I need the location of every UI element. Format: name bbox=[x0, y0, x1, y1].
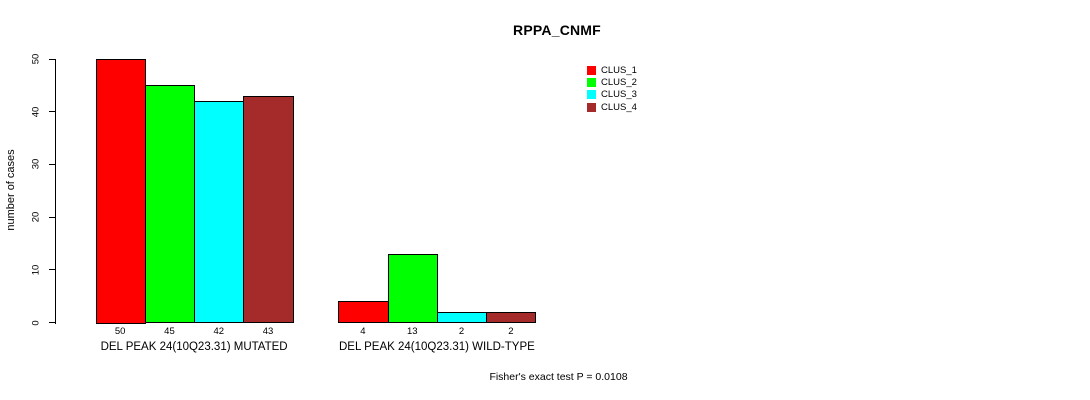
chart-title: RPPA_CNMF bbox=[513, 22, 601, 38]
bar-clus_4-group2 bbox=[486, 311, 537, 324]
bar-value-label: 4 bbox=[360, 326, 366, 337]
y-axis-tick bbox=[49, 111, 56, 113]
y-tick-label: 50 bbox=[30, 53, 42, 65]
y-axis-tick bbox=[49, 163, 56, 165]
bar-value-label: 42 bbox=[213, 326, 225, 337]
y-tick-label: 10 bbox=[30, 264, 42, 276]
bar-value-label: 50 bbox=[114, 326, 126, 337]
legend-swatch-clus_1 bbox=[587, 65, 596, 75]
legend: CLUS_1 CLUS_2 CLUS_3 CLUS_4 bbox=[587, 64, 637, 114]
legend-label: CLUS_2 bbox=[601, 77, 637, 89]
y-axis-tick bbox=[49, 216, 56, 218]
legend-label: CLUS_3 bbox=[601, 89, 637, 101]
bar-value-label: 13 bbox=[406, 326, 418, 337]
fisher-test-annotation: Fisher's exact test P = 0.0108 bbox=[489, 371, 628, 383]
legend-swatch-clus_4 bbox=[587, 102, 596, 112]
bar-clus_3-group2 bbox=[436, 311, 488, 324]
legend-item: CLUS_3 bbox=[587, 89, 637, 101]
y-tick-label: 20 bbox=[30, 211, 42, 223]
bar-clus_4-group1 bbox=[243, 95, 294, 324]
y-tick-label: 40 bbox=[30, 106, 42, 117]
bar-clus_2-group1 bbox=[144, 85, 196, 324]
y-tick-label: 0 bbox=[30, 319, 42, 326]
y-axis-tick bbox=[49, 269, 56, 271]
y-axis-title: number of cases bbox=[5, 149, 17, 231]
bar-value-label: 2 bbox=[458, 326, 465, 337]
y-axis-tick bbox=[49, 58, 56, 60]
legend-item: CLUS_2 bbox=[587, 76, 637, 88]
legend-label: CLUS_1 bbox=[601, 64, 637, 76]
y-axis-tick bbox=[49, 322, 56, 323]
bar-clus_1-group2 bbox=[338, 301, 389, 324]
bar-clus_3-group1 bbox=[194, 101, 245, 324]
legend-swatch-clus_2 bbox=[587, 78, 596, 88]
legend-item: CLUS_1 bbox=[587, 64, 637, 76]
x-axis-group-label: DEL PEAK 24(10Q23.31) MUTATED bbox=[100, 341, 288, 353]
bar-clus_2-group2 bbox=[387, 253, 438, 324]
bar-value-label: 45 bbox=[164, 326, 175, 337]
bar-clus_1-group1 bbox=[95, 59, 146, 324]
y-tick-label: 30 bbox=[30, 159, 42, 170]
y-axis-line bbox=[55, 59, 56, 324]
legend-item: CLUS_4 bbox=[587, 101, 637, 113]
bar-value-label: 43 bbox=[262, 326, 274, 337]
bar-value-label: 2 bbox=[508, 326, 514, 337]
legend-swatch-clus_3 bbox=[587, 90, 596, 100]
legend-label: CLUS_4 bbox=[601, 101, 637, 113]
x-axis-group-label: DEL PEAK 24(10Q23.31) WILD-TYPE bbox=[338, 341, 535, 353]
